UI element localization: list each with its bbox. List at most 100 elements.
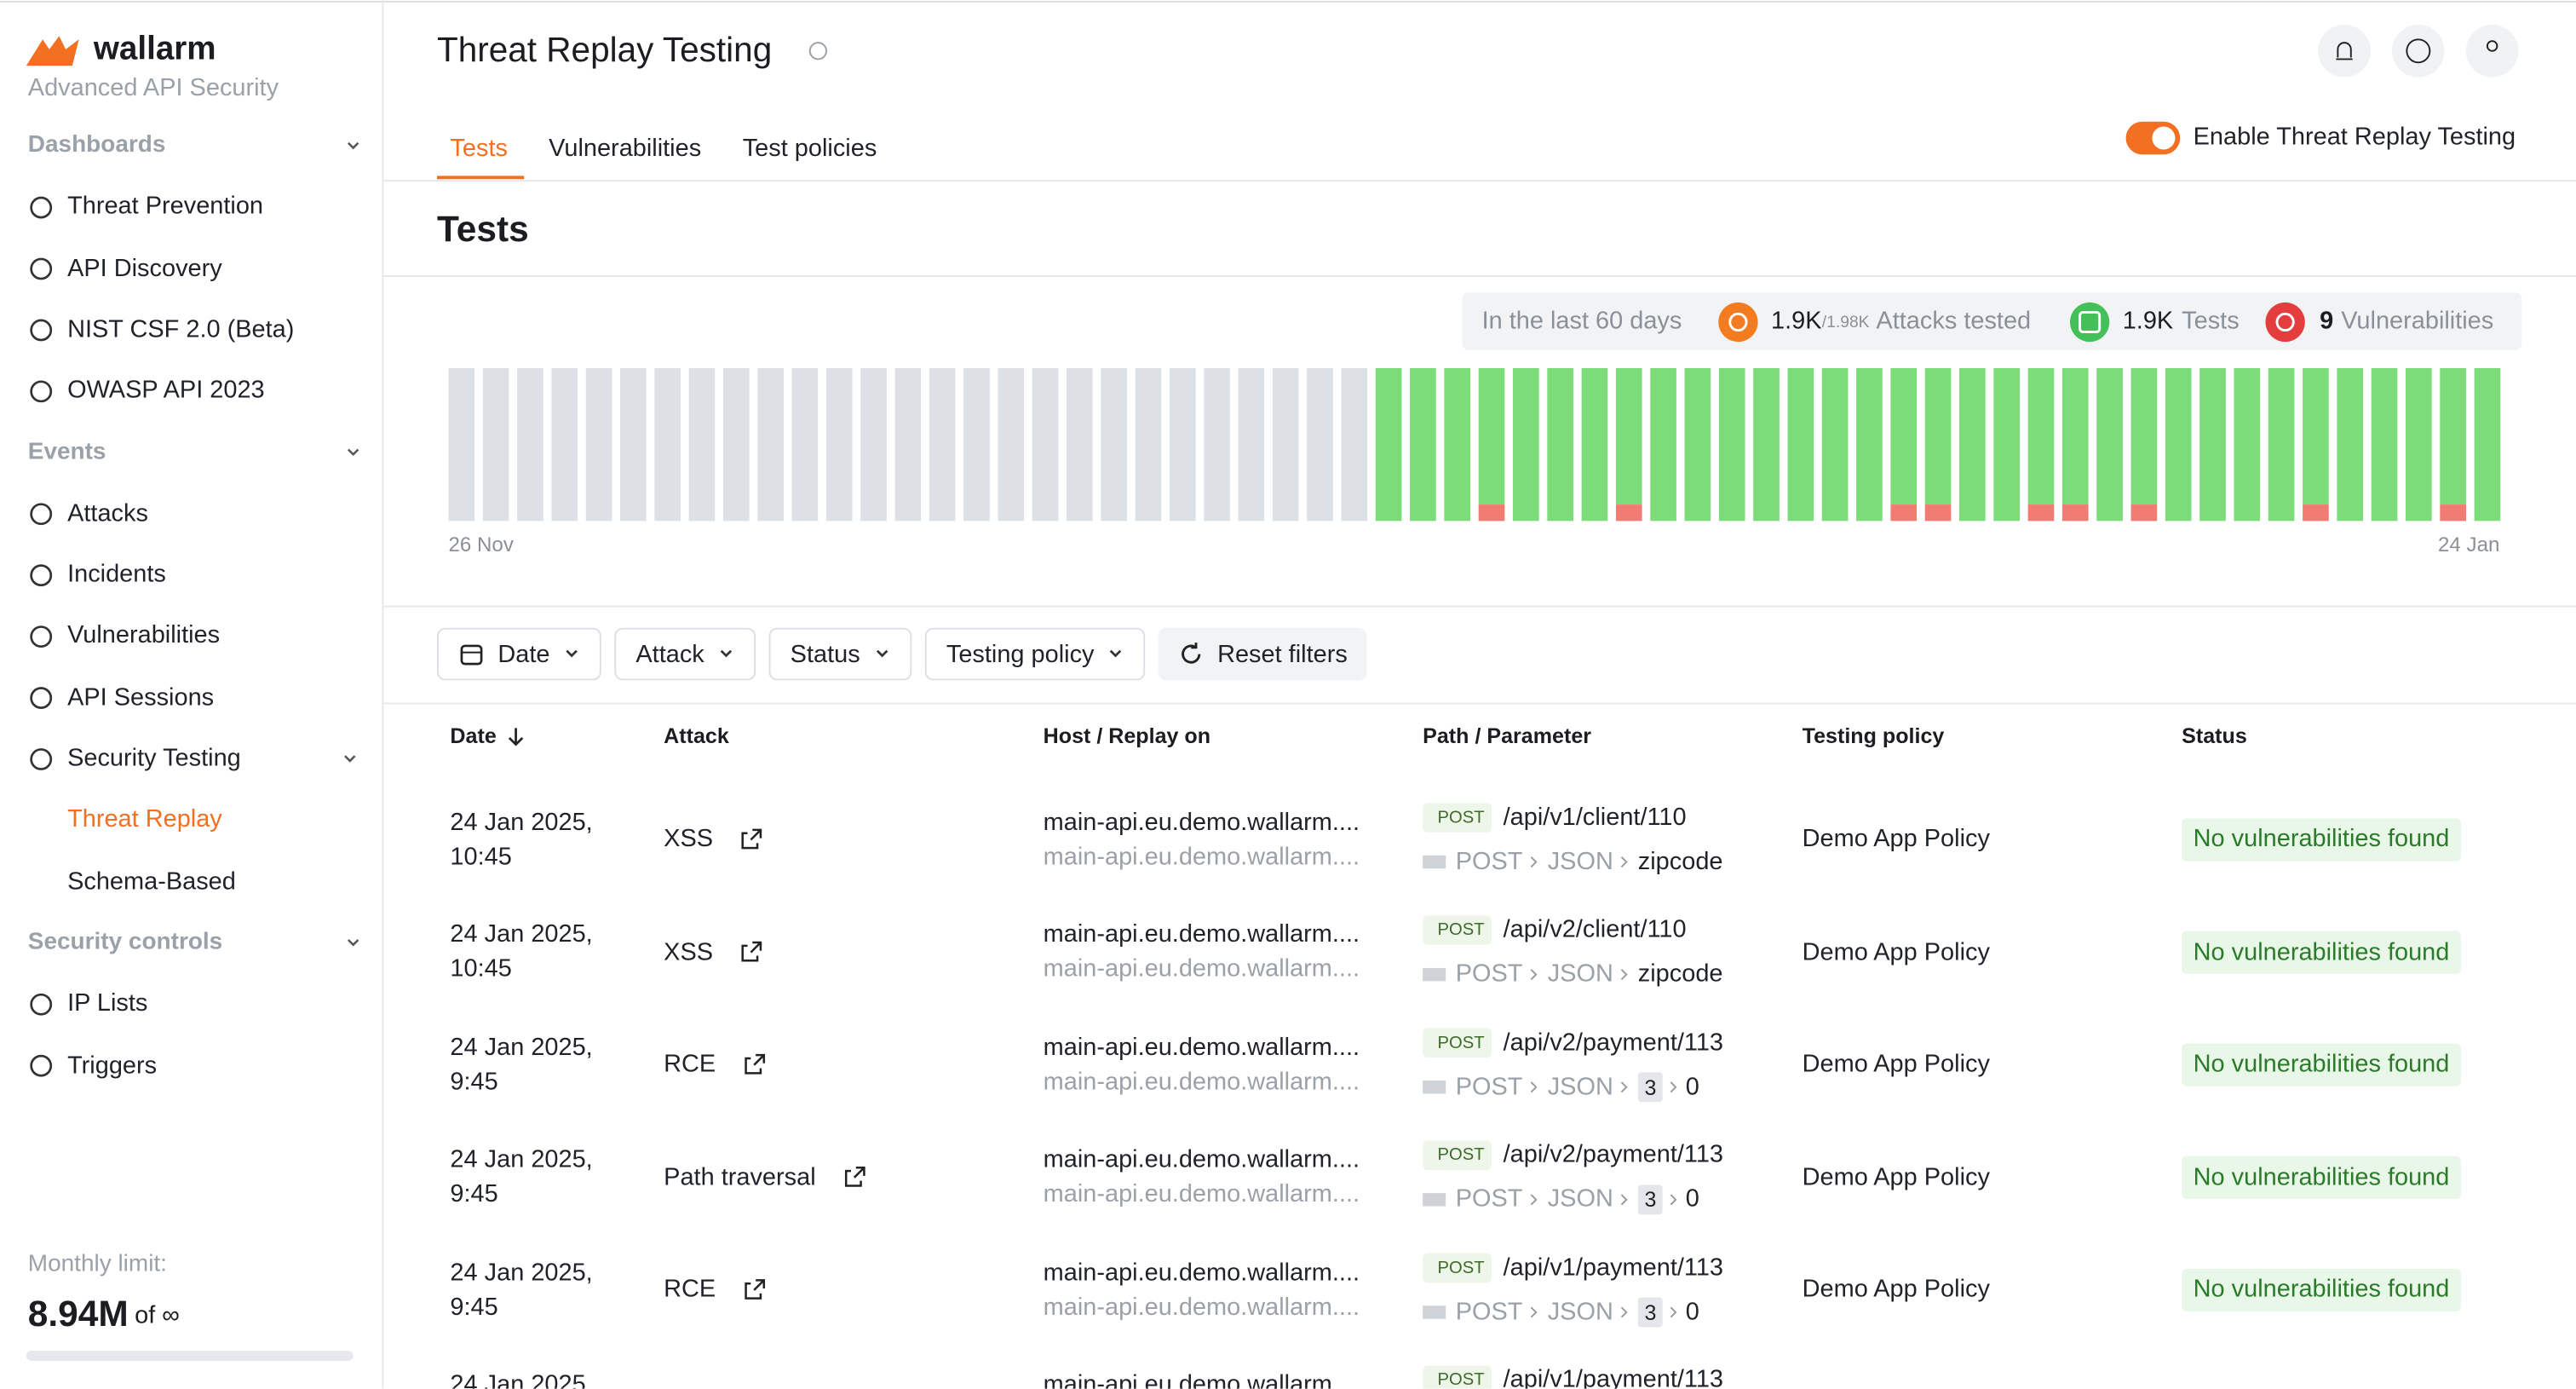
cell-replay: main-api.eu.demo.wallarm.... <box>1043 954 1360 983</box>
notifications-button[interactable] <box>2318 24 2371 78</box>
cell-path: /api/v1/payment/113 <box>1503 1365 1724 1389</box>
cell-replay: main-api.eu.demo.wallarm.... <box>1043 1179 1360 1208</box>
bar-untested <box>1307 367 1333 522</box>
method-badge <box>1423 1140 1492 1171</box>
bar-vulnerability <box>1478 504 1505 522</box>
bar-vulnerability <box>1890 504 1918 522</box>
cell-date: 24 Jan 2025, <box>450 919 593 948</box>
nav-icon <box>30 503 53 526</box>
section-header[interactable]: Security controls <box>27 929 223 955</box>
cell-date: 24 Jan 2025, <box>450 1033 593 1061</box>
help-button[interactable] <box>2391 24 2445 78</box>
status-badge: No vulnerabilities found <box>2193 1050 2450 1079</box>
bar <box>2268 367 2295 522</box>
param-part: POST <box>1455 960 1523 988</box>
nav-item[interactable]: Security Testing <box>67 744 241 773</box>
nav-subitem[interactable]: Schema-Based <box>67 867 236 896</box>
cell-path: /api/v2/payment/113 <box>1503 1028 1724 1057</box>
bar <box>2303 367 2329 505</box>
bar-untested <box>1204 367 1230 522</box>
nav-item[interactable]: NIST CSF 2.0 (Beta) <box>67 315 295 343</box>
cell-time: 10:45 <box>450 954 512 983</box>
param-index: 3 <box>1644 1299 1657 1324</box>
filter-button[interactable]: Reset filters <box>1158 627 1367 681</box>
separator <box>1620 1081 1628 1093</box>
bar <box>2199 367 2226 522</box>
separator <box>1620 1194 1628 1206</box>
bar-untested <box>1238 367 1265 522</box>
nav-item[interactable]: Incidents <box>67 560 166 589</box>
bar <box>1718 367 1745 522</box>
bar-vulnerability <box>2440 504 2466 522</box>
cell-date: 24 Jan 2025 <box>450 1370 586 1389</box>
bar <box>1821 367 1849 522</box>
limit-label: Monthly limit: <box>27 1251 167 1278</box>
cell-path: /api/v2/payment/113 <box>1503 1140 1724 1169</box>
tab[interactable]: Vulnerabilities <box>549 135 702 163</box>
nav-item[interactable]: Threat Prevention <box>67 193 264 222</box>
nav-chevron <box>344 755 356 763</box>
nav-item[interactable]: API Discovery <box>67 254 222 282</box>
nav-icon <box>30 564 53 587</box>
separator <box>1530 1306 1538 1318</box>
nav-item[interactable]: Triggers <box>67 1051 158 1080</box>
nav-icon <box>30 748 53 770</box>
section-chevron <box>347 939 359 947</box>
filter-button[interactable]: Date <box>436 627 601 681</box>
bar-untested <box>585 367 612 522</box>
icons <box>30 141 2461 1389</box>
section-header[interactable]: Events <box>27 438 106 465</box>
column-header: Status <box>2182 723 2247 748</box>
section-chevron <box>347 141 359 150</box>
bar-untested <box>620 367 647 522</box>
nav-icon <box>30 319 53 342</box>
bar-vulnerability <box>2303 504 2329 522</box>
toggle[interactable] <box>2125 121 2181 155</box>
separator <box>1670 1081 1677 1093</box>
param-key: 0 <box>1685 1072 1699 1101</box>
bar <box>1787 367 1814 522</box>
summary-vulns: 9 <box>2320 307 2334 336</box>
nav-item[interactable]: Attacks <box>67 499 148 527</box>
filter-button[interactable]: Status <box>768 627 911 681</box>
summary-tests-label: Tests <box>2182 307 2240 336</box>
logo <box>26 36 79 66</box>
separator <box>1620 1306 1628 1318</box>
filter-button[interactable]: Testing policy <box>924 627 1146 681</box>
bar <box>1924 367 1952 505</box>
cell-replay: main-api.eu.demo.wallarm.... <box>1043 1067 1360 1096</box>
param-part: JSON <box>1547 960 1613 988</box>
filter-label: Status <box>790 640 860 668</box>
nav-icon <box>30 625 53 648</box>
nav-item[interactable]: OWASP API 2023 <box>67 377 265 405</box>
bar <box>1615 367 1642 505</box>
cell-date: 24 Jan 2025, <box>450 1258 593 1287</box>
cell-policy: Demo App Policy <box>1802 1050 1990 1079</box>
tab[interactable]: Tests <box>450 135 508 163</box>
summary-tests: 1.9K <box>2122 307 2174 336</box>
filter-button[interactable]: Attack <box>614 627 756 681</box>
nav-subitem[interactable]: Threat Replay <box>67 805 222 834</box>
bar-untested <box>998 367 1025 522</box>
bar <box>2027 367 2055 505</box>
filter-chevron <box>875 649 888 658</box>
param-part: JSON <box>1547 1072 1613 1101</box>
nav-item[interactable]: API Sessions <box>67 683 215 712</box>
status-badge: No vulnerabilities found <box>2193 1275 2450 1304</box>
cell-host: main-api.eu.demo.wallarm.... <box>1043 1145 1360 1173</box>
method-badge <box>1423 1028 1492 1058</box>
bar-untested <box>1272 367 1299 522</box>
cell-path: /api/v2/client/110 <box>1503 915 1687 943</box>
bar <box>1959 367 1986 522</box>
bar <box>1513 367 1539 522</box>
section-header[interactable]: Dashboards <box>27 131 166 158</box>
bar-vulnerability <box>1615 504 1642 522</box>
cell-time: 9:45 <box>450 1067 498 1096</box>
help-icon[interactable] <box>808 42 828 61</box>
nav-item[interactable]: Vulnerabilities <box>67 621 221 650</box>
nav-item[interactable]: IP Lists <box>67 989 148 1018</box>
status-bg <box>2182 1156 2461 1199</box>
tab[interactable]: Test policies <box>742 135 877 163</box>
